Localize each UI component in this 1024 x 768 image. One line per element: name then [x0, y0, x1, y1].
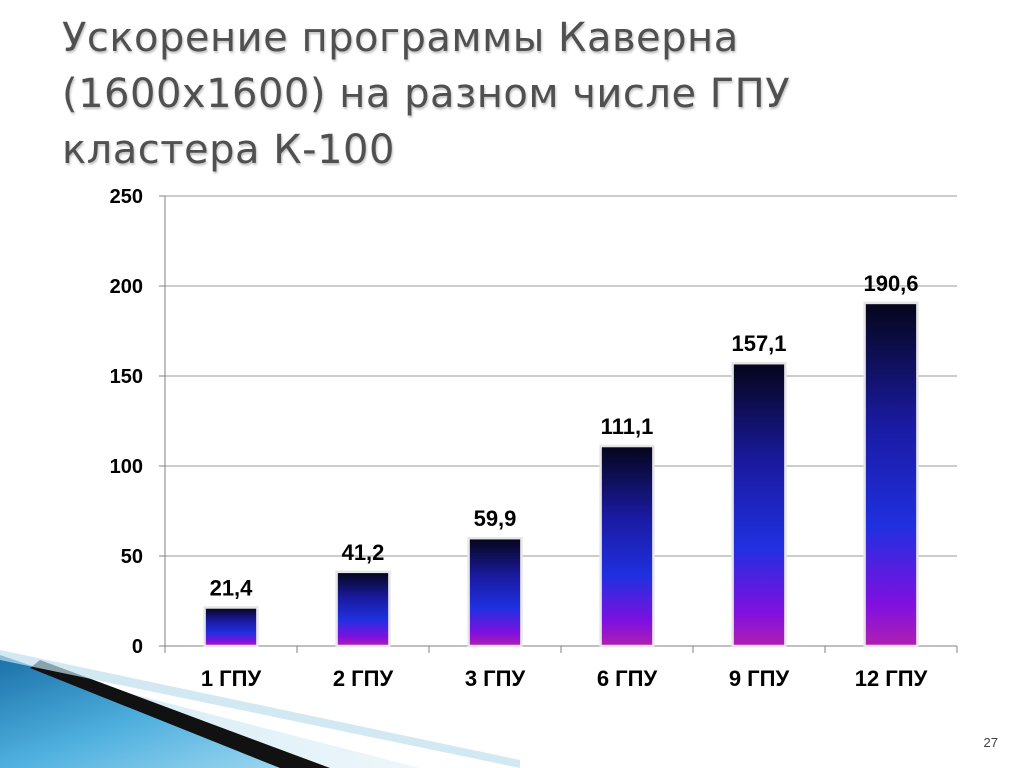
x-category-label: 12 ГПУ — [855, 666, 928, 691]
x-category-label: 2 ГПУ — [333, 666, 394, 691]
page-number: 27 — [983, 735, 998, 750]
data-label: 21,4 — [210, 575, 254, 600]
x-category-label: 6 ГПУ — [597, 666, 658, 691]
gridlines — [165, 195, 957, 557]
x-category-label: 1 ГПУ — [201, 666, 262, 691]
bar — [467, 536, 523, 648]
y-tick-label: 200 — [110, 276, 143, 298]
data-label: 41,2 — [342, 540, 385, 565]
data-label: 157,1 — [731, 331, 786, 356]
data-label: 190,6 — [863, 271, 918, 296]
bar — [599, 444, 655, 648]
y-tick-label: 100 — [110, 456, 143, 478]
axes — [159, 195, 958, 653]
bar — [863, 301, 919, 648]
y-tick-label: 150 — [110, 366, 143, 388]
data-label: 111,1 — [601, 414, 654, 439]
bar — [731, 361, 787, 648]
x-category-label: 9 ГПУ — [729, 666, 790, 691]
y-tick-label: 0 — [132, 636, 143, 658]
labels: 0 50 100 150 200 250 21,4 1 ГПУ 41,2 2 ГПУ 59,9 3 Г… — [110, 186, 928, 691]
y-tick-label: 50 — [121, 546, 143, 568]
bars — [203, 301, 919, 648]
slide-title: Ускорение программы Каверна (1600х1600) … — [62, 15, 791, 173]
bar — [335, 570, 391, 648]
bar — [203, 606, 259, 648]
x-category-label: 3 ГПУ — [465, 666, 526, 691]
data-label: 59,9 — [474, 506, 517, 531]
y-tick-label: 250 — [110, 186, 143, 208]
